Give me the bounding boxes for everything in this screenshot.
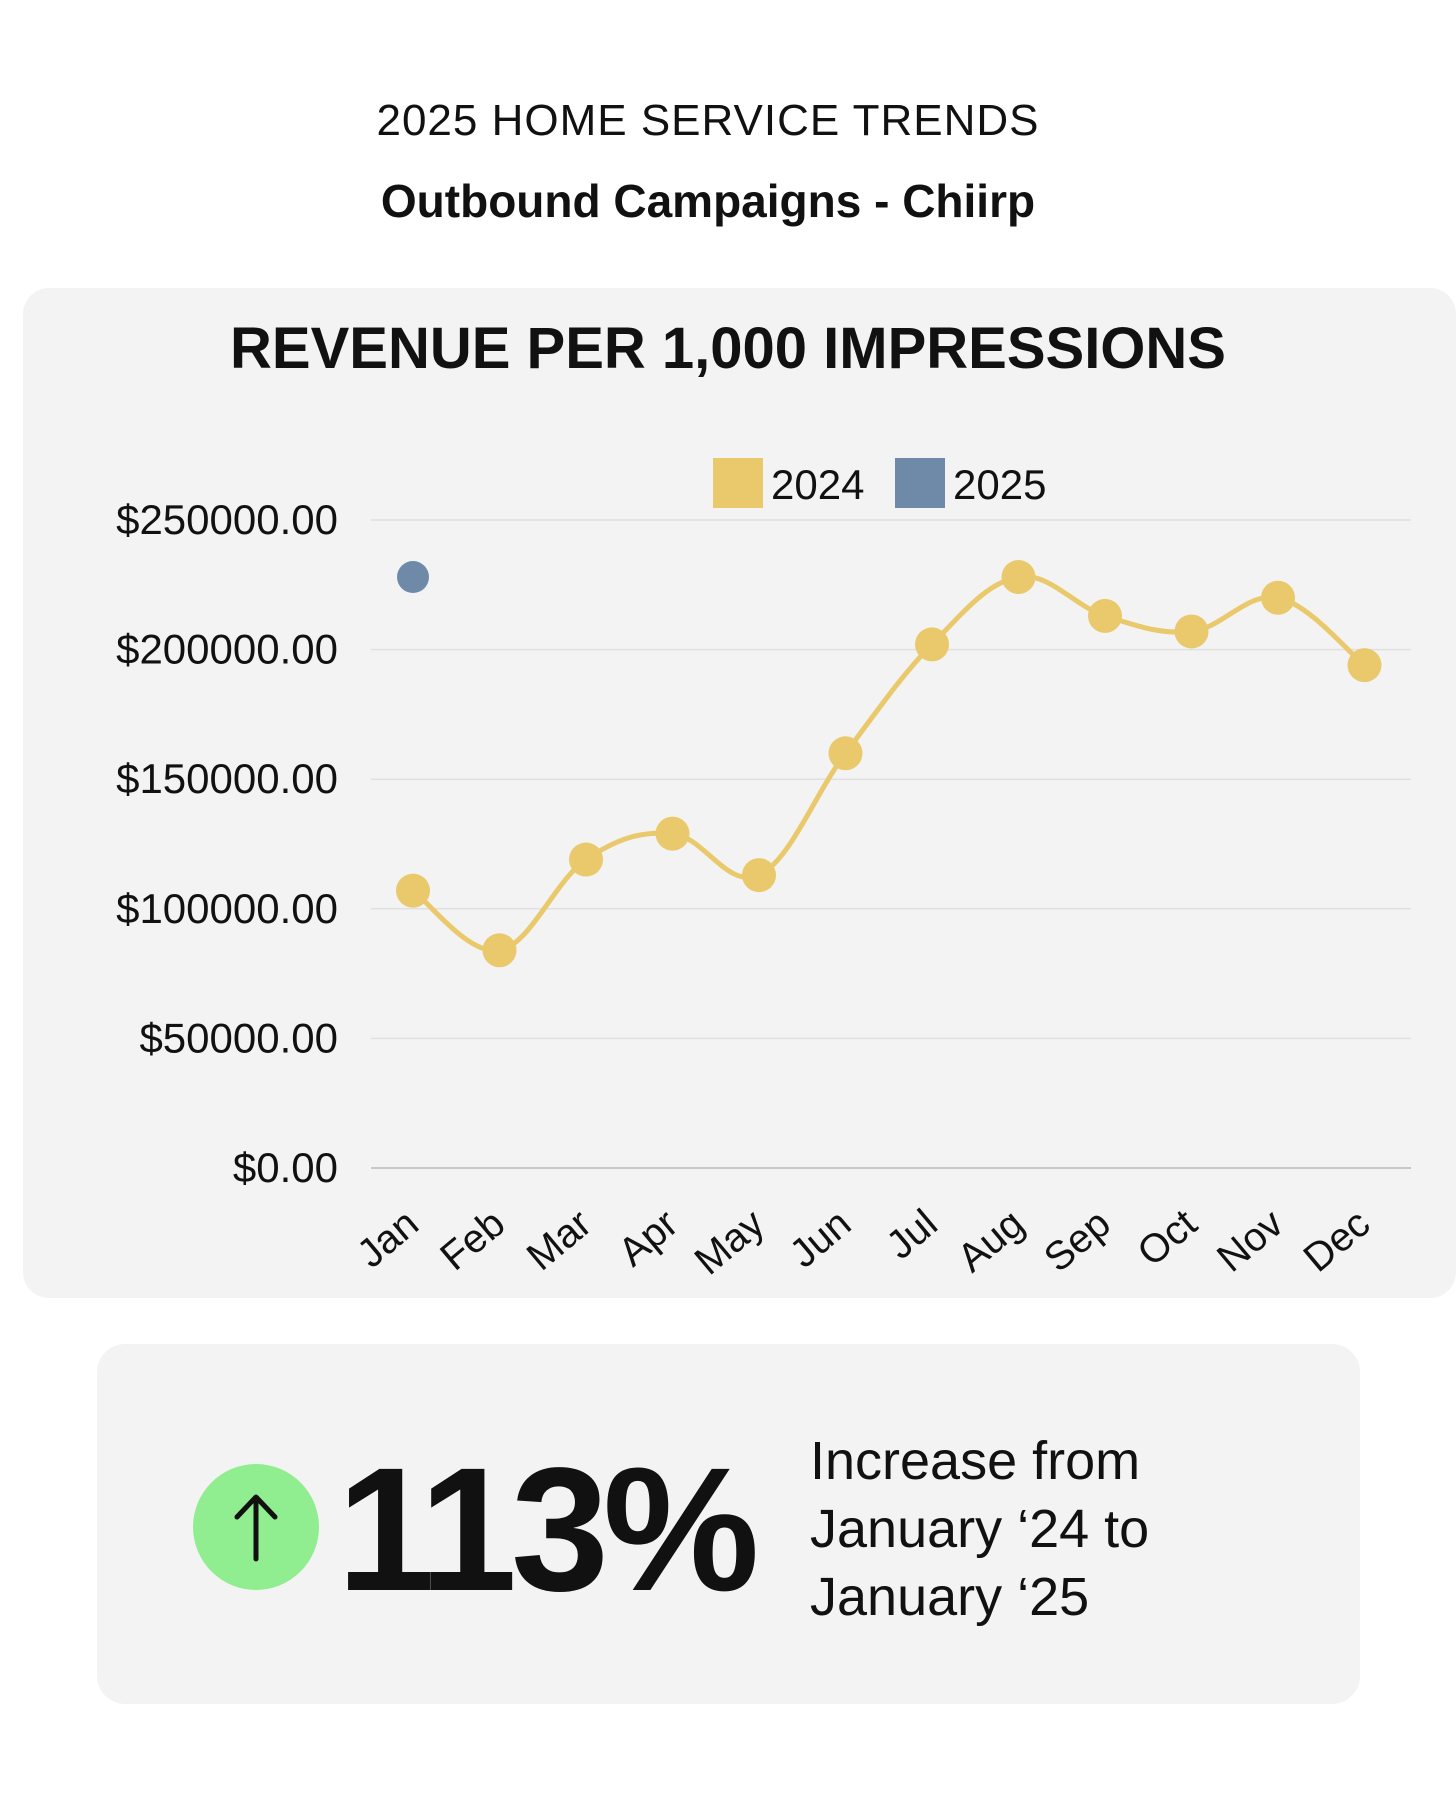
data-point-2024-oct (1174, 614, 1209, 649)
x-tick-label: Oct (1129, 1201, 1205, 1275)
data-point-2024-jun (828, 736, 863, 771)
page-title: Outbound Campaigns - Chiirp (380, 175, 1036, 227)
x-tick-label: Mar (519, 1201, 600, 1279)
data-point-2024-may (742, 858, 776, 893)
x-tick-label: Nov (1209, 1201, 1292, 1280)
data-point-2025-jan (397, 561, 429, 594)
x-tick-label: Aug (949, 1201, 1032, 1280)
data-point-2024-apr (655, 816, 690, 851)
stat-description-line: Increase from (810, 1431, 1141, 1491)
stat-description-line: January ‘25 (810, 1567, 1090, 1627)
y-tick-label: $200000.00 (116, 626, 338, 673)
stat-description-line: January ‘24 to (810, 1499, 1150, 1559)
legend-label: 2024 (771, 461, 864, 508)
x-tick-label: Sep (1036, 1201, 1119, 1280)
x-tick-label: Feb (432, 1201, 513, 1279)
legend-swatch (713, 458, 763, 508)
data-point-2024-jul (915, 627, 949, 662)
y-tick-label: $50000.00 (139, 1014, 338, 1061)
data-point-2024-nov (1261, 580, 1295, 615)
data-point-2024-feb (482, 933, 517, 968)
data-point-2024-mar (569, 842, 603, 877)
data-point-2024-aug (1001, 560, 1036, 595)
arrow-up-icon (234, 1494, 278, 1562)
y-tick-label: $150000.00 (116, 755, 338, 802)
x-tick-label: Dec (1296, 1201, 1379, 1280)
chart-card: REVENUE PER 1,000 IMPRESSIONS $0.00 $5000… (23, 288, 1456, 1298)
data-point-2024-sep (1088, 598, 1122, 633)
x-tick-label: Jul (878, 1201, 945, 1268)
data-point-2024-dec (1347, 648, 1382, 683)
x-tick-label: Apr (610, 1201, 686, 1275)
arrow-up-badge (193, 1464, 319, 1590)
chart-title: REVENUE PER 1,000 IMPRESSIONS (230, 316, 1226, 381)
x-tick-label: Jan (349, 1201, 427, 1276)
x-tick-label: Jun (782, 1201, 860, 1276)
y-tick-label: $100000.00 (116, 885, 338, 932)
legend-label: 2025 (953, 461, 1046, 508)
stat-card: 113% Increase from January ‘24 to Januar… (97, 1344, 1360, 1704)
x-tick-label: May (687, 1201, 773, 1283)
y-tick-label: $0.00 (233, 1144, 338, 1191)
stat-value: 113% (337, 1432, 759, 1628)
legend-swatch (895, 458, 945, 508)
series-line-2024 (410, 574, 1367, 953)
page-subtitle: 2025 HOME SERVICE TRENDS (376, 96, 1040, 145)
data-point-2024-jan (396, 873, 430, 908)
y-tick-label: $250000.00 (116, 496, 338, 543)
revenue-chart: REVENUE PER 1,000 IMPRESSIONS $0.00 $5000… (116, 316, 1411, 1283)
stat-description: Increase from January ‘24 to January ‘25 (810, 1427, 1330, 1631)
